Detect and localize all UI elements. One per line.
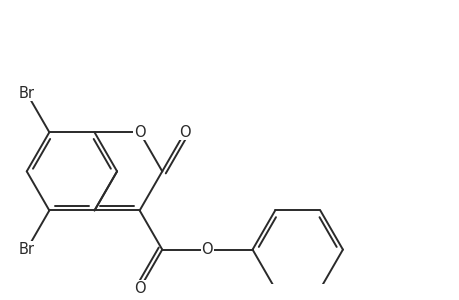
Text: O: O	[134, 125, 145, 140]
Text: O: O	[134, 281, 145, 296]
Text: O: O	[201, 242, 213, 257]
Text: O: O	[179, 125, 190, 140]
Text: Br: Br	[19, 85, 35, 100]
Text: Br: Br	[19, 242, 35, 257]
